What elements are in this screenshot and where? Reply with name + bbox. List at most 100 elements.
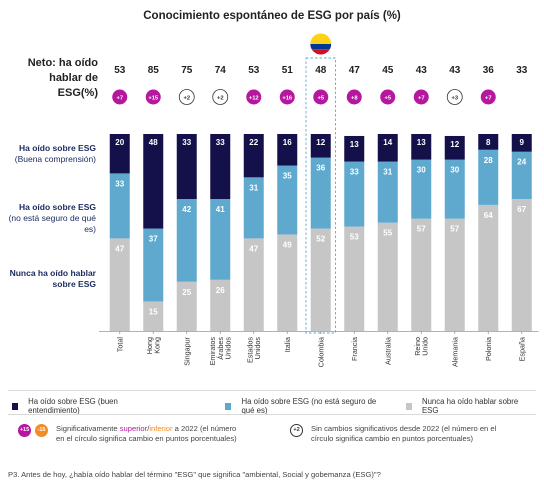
bar-segment bbox=[109, 173, 130, 239]
stacked-bar-chart: 47 33 20 Total 53 +7 15 37 48 HongKong 85 +15 25 42 33… bbox=[99, 33, 539, 367]
data-label: 30 bbox=[450, 166, 459, 175]
neto-value: 36 bbox=[483, 65, 495, 76]
row-label-sub: (no está seguro de qué es) bbox=[8, 213, 96, 234]
bar-segment bbox=[377, 222, 398, 331]
bar-segment bbox=[277, 165, 298, 235]
legend-item-unsure: Ha oído sobre ESG (no está seguro de qué… bbox=[225, 397, 384, 415]
bar-segment bbox=[444, 135, 465, 160]
neto-value: 85 bbox=[148, 65, 160, 76]
neto-value: 74 bbox=[215, 65, 227, 76]
bar-segment bbox=[511, 199, 532, 331]
bar-segment bbox=[210, 279, 231, 331]
data-label: 33 bbox=[216, 138, 225, 147]
data-label: 25 bbox=[182, 288, 191, 297]
category-label: Francia bbox=[350, 337, 359, 361]
neto-value: 43 bbox=[449, 65, 461, 76]
bar-segment bbox=[377, 161, 398, 223]
change-badge-icon bbox=[178, 89, 195, 105]
bar-segment bbox=[344, 135, 365, 162]
category-label: EstadosUnidos bbox=[245, 337, 262, 363]
legend-label: Ha oído sobre ESG (no está seguro de qué… bbox=[241, 397, 377, 415]
sig-line1-post: a 2022 (el número bbox=[172, 424, 237, 433]
sig-slash: / bbox=[147, 424, 150, 433]
change-badge-label: +7 bbox=[485, 95, 492, 101]
bar-segment bbox=[143, 301, 164, 331]
data-label: 48 bbox=[149, 138, 158, 147]
data-label: 13 bbox=[350, 140, 359, 149]
no-change-line1: Sin cambios significativos desde 2022 (e… bbox=[311, 424, 497, 433]
bar-segment bbox=[210, 134, 231, 200]
neto-label: Neto: ha oído hablar de ESG(%) bbox=[27, 57, 98, 99]
change-badge-label: +16 bbox=[282, 95, 293, 101]
bar-segment bbox=[243, 238, 264, 331]
data-label: 31 bbox=[383, 168, 392, 177]
sig-line2: en el círculo significa cambio en puntos… bbox=[56, 433, 237, 443]
data-label: 9 bbox=[520, 138, 525, 147]
row-label-unsure: Ha oído sobre ESG (no está seguro de qué… bbox=[4, 202, 96, 235]
data-label: 16 bbox=[283, 138, 292, 147]
data-label: 15 bbox=[149, 307, 158, 316]
change-badge-icon bbox=[145, 89, 161, 105]
sig-superior: superior bbox=[119, 424, 148, 433]
bar-segment bbox=[243, 177, 264, 239]
category-label: España bbox=[517, 337, 526, 361]
change-badge-icon bbox=[279, 89, 295, 105]
data-label: 31 bbox=[249, 183, 258, 192]
highlight-box bbox=[305, 57, 336, 334]
legend-item-good-understanding: Ha oído sobre ESG (buen entendimiento) bbox=[12, 397, 153, 415]
bar-segment bbox=[310, 157, 331, 229]
category-label: HongKong bbox=[145, 337, 162, 354]
change-badge-icon bbox=[446, 89, 463, 105]
change-badge-label: +15 bbox=[148, 95, 159, 101]
bar-segment bbox=[109, 134, 130, 174]
change-badge-label: +5 bbox=[317, 95, 324, 101]
no-change-note: +2 Sin cambios significativos desde 2022… bbox=[290, 424, 538, 443]
legend-divider bbox=[8, 414, 536, 415]
data-label: 52 bbox=[316, 235, 325, 244]
neto-value: 51 bbox=[282, 65, 294, 76]
row-label-good-understanding: Ha oído sobre ESG (Buena comprensión) bbox=[4, 143, 96, 165]
bar-segment bbox=[344, 161, 365, 227]
data-label: 12 bbox=[450, 140, 459, 149]
legend-label: Nunca ha oído hablar sobre ESG bbox=[421, 397, 519, 415]
bar-segment bbox=[277, 234, 298, 331]
colombia-flag-icon bbox=[310, 33, 332, 55]
category-label: Singapur bbox=[182, 336, 191, 365]
change-badge-icon bbox=[212, 89, 229, 105]
data-label: 8 bbox=[486, 138, 491, 147]
no-change-line2: círculo significa cambio en puntos porce… bbox=[311, 433, 474, 443]
bar-segment bbox=[377, 134, 398, 162]
neto-value: 47 bbox=[349, 65, 361, 76]
data-label: 14 bbox=[383, 138, 392, 147]
bar-segment bbox=[411, 134, 432, 160]
data-label: 36 bbox=[316, 164, 325, 173]
change-badge-label: +8 bbox=[351, 95, 358, 101]
change-badge-icon bbox=[313, 89, 329, 105]
change-badge-label: +2 bbox=[217, 95, 224, 101]
category-label: EmiratosÁrabesUnidos bbox=[208, 337, 233, 366]
category-label: Polonia bbox=[484, 337, 493, 361]
category-label: ReinoUnido bbox=[413, 337, 430, 356]
row-label-never-heard: Nunca ha oído hablar sobre ESG bbox=[4, 268, 96, 290]
category-label: Italia bbox=[283, 337, 292, 352]
change-badge-icon bbox=[413, 89, 429, 105]
bar-segment bbox=[143, 228, 164, 302]
data-label: 42 bbox=[182, 205, 191, 214]
inferior-badge-icon: -15 bbox=[35, 424, 48, 437]
data-label: 28 bbox=[484, 156, 493, 165]
bar-segment bbox=[411, 218, 432, 331]
data-label: 22 bbox=[249, 138, 258, 147]
change-badge-label: +3 bbox=[451, 95, 458, 101]
row-label-main: Ha oído sobre ESG bbox=[19, 202, 96, 212]
bar-segment bbox=[444, 159, 465, 219]
neto-value: 45 bbox=[382, 65, 394, 76]
neto-value: 33 bbox=[516, 65, 528, 76]
no-change-text: Sin cambios significativos desde 2022 (e… bbox=[311, 424, 496, 443]
data-label: 55 bbox=[383, 229, 392, 238]
change-badge-label: +12 bbox=[249, 95, 259, 101]
legend: Ha oído sobre ESG (buen entendimiento) H… bbox=[12, 397, 544, 415]
neto-value: 48 bbox=[315, 65, 327, 76]
legend-item-never-heard: Nunca ha oído hablar sobre ESG bbox=[405, 397, 522, 415]
neto-value: 75 bbox=[181, 65, 193, 76]
data-label: 33 bbox=[115, 179, 124, 188]
